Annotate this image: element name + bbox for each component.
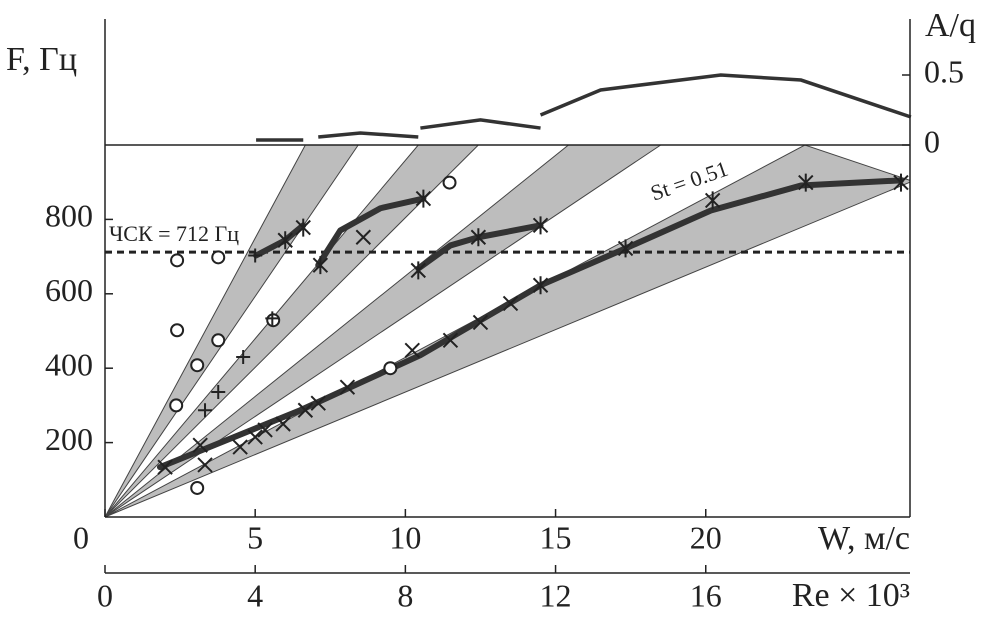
marker xyxy=(798,173,814,192)
marker xyxy=(211,250,226,265)
marker xyxy=(532,216,549,235)
curve xyxy=(415,222,544,272)
marker xyxy=(247,429,263,445)
marker xyxy=(192,437,208,453)
aq-curve xyxy=(318,131,419,139)
marker xyxy=(248,248,263,263)
marker xyxy=(232,439,248,455)
marker xyxy=(169,398,184,413)
y-tick-label: 600 xyxy=(45,272,93,308)
marker xyxy=(470,228,487,247)
marker xyxy=(502,295,519,312)
marker xyxy=(532,276,549,295)
y-tick-label: 200 xyxy=(45,421,93,457)
x-tick-label: 20 xyxy=(690,519,722,555)
marker xyxy=(312,256,329,275)
marker xyxy=(339,379,356,395)
x-tick-label: 5 xyxy=(247,519,263,555)
threshold-label: ЧСК = 712 Гц xyxy=(109,221,239,246)
marker xyxy=(170,253,185,268)
marker xyxy=(198,403,213,418)
marker xyxy=(415,189,432,208)
marker xyxy=(383,361,398,376)
x2-tick-label: 16 xyxy=(690,577,722,613)
marker xyxy=(265,311,280,326)
marker xyxy=(190,358,205,373)
marker xyxy=(442,332,459,349)
marker xyxy=(893,173,909,192)
x-tick-label: 15 xyxy=(540,519,572,555)
marker xyxy=(277,231,293,250)
marker xyxy=(190,480,205,495)
marker xyxy=(157,459,173,475)
x-tick-label: 0 xyxy=(73,519,89,555)
x2-axis-label: Re × 10³ xyxy=(792,577,910,614)
marker xyxy=(170,323,185,338)
plot-area xyxy=(104,144,911,518)
x-axis-label: W, м/с xyxy=(818,520,910,557)
marker xyxy=(355,229,372,245)
marker xyxy=(211,333,226,348)
marker xyxy=(704,191,721,210)
marker xyxy=(295,218,311,237)
y2-axis-label: A/q xyxy=(925,7,976,44)
marker xyxy=(410,261,426,280)
marker xyxy=(472,314,489,331)
curve xyxy=(315,195,427,269)
aq-curve xyxy=(539,73,912,119)
y-tick-label: 800 xyxy=(45,198,93,234)
y-axis-label: F, Гц xyxy=(6,41,77,78)
x2-tick-label: 4 xyxy=(247,577,263,613)
x2-tick-label: 8 xyxy=(397,577,413,613)
marker xyxy=(275,416,291,432)
x2-tick-label: 0 xyxy=(97,577,113,613)
x2-tick-label: 12 xyxy=(540,577,572,613)
x-tick-label: 10 xyxy=(389,519,421,555)
aq-curve xyxy=(420,118,541,130)
marker xyxy=(442,175,457,190)
marker xyxy=(257,422,273,438)
marker xyxy=(404,342,420,359)
marker xyxy=(310,395,326,411)
y2-tick-label: 0.5 xyxy=(924,53,964,89)
marker xyxy=(297,402,314,418)
marker xyxy=(617,239,634,258)
marker xyxy=(211,385,226,400)
y-tick-label: 400 xyxy=(45,347,93,383)
marker xyxy=(236,350,251,365)
marker xyxy=(197,457,213,473)
y2-tick-label: 0 xyxy=(924,123,940,159)
